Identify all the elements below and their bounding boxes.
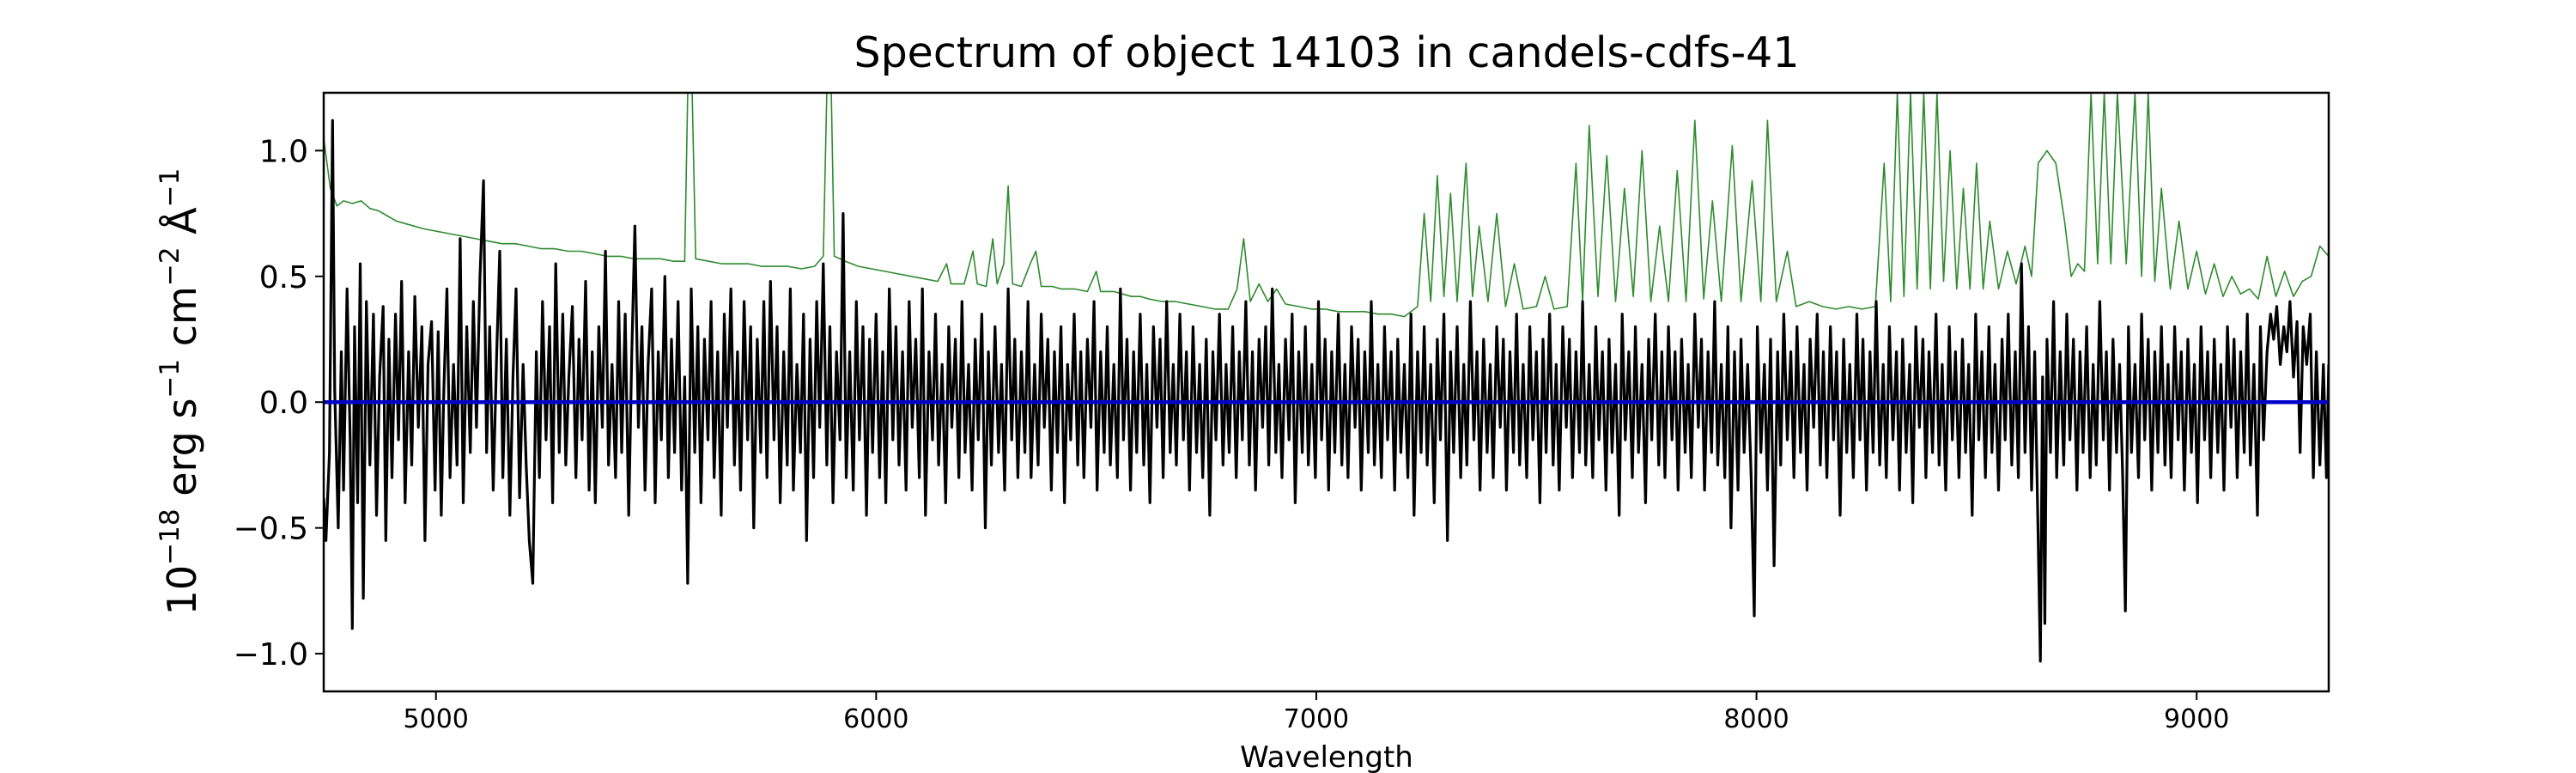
y-tick-label: −1.0 (234, 637, 308, 673)
x-tick-label: 5000 (404, 704, 469, 734)
error-series-line (324, 93, 2329, 318)
chart-title: Spectrum of object 14103 in candels-cdfs… (854, 28, 1799, 77)
x-tick-label: 6000 (843, 704, 908, 734)
x-tick-label: 7000 (1284, 704, 1349, 734)
y-tick-label: −0.5 (234, 512, 308, 547)
plot-area (324, 93, 2329, 663)
x-axis-label: Wavelength (1240, 740, 1413, 773)
y-tick-label: 0.5 (259, 260, 308, 295)
flux-series-line (324, 119, 2329, 663)
x-axis: 5000 6000 7000 8000 9000 (404, 691, 2229, 734)
y-axis: −1.0 −0.5 0.0 0.5 1.0 (234, 134, 324, 673)
x-tick-label: 9000 (2164, 704, 2229, 734)
y-tick-label: 1.0 (259, 134, 308, 169)
x-tick-label: 8000 (1723, 704, 1789, 734)
y-axis-label: 10−18 erg s−1 cm−2 Å−1 (155, 168, 205, 616)
y-tick-label: 0.0 (259, 386, 308, 421)
plot-frame (322, 91, 2330, 693)
